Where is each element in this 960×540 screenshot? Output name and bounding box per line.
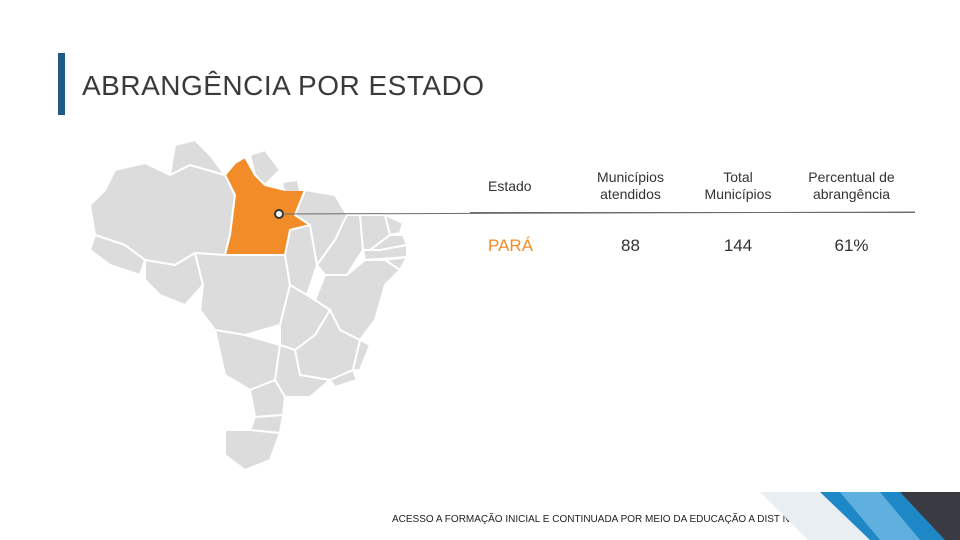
brazil-map bbox=[89, 139, 408, 471]
state-mato-grosso bbox=[194, 252, 291, 336]
state-roraima bbox=[169, 139, 226, 176]
state-espirito-santo bbox=[352, 339, 371, 371]
state-rondonia bbox=[144, 252, 204, 306]
table-header: Estado Municípios atendidos Total Municí… bbox=[470, 160, 915, 213]
page-title: ABRANGÊNCIA POR ESTADO bbox=[82, 70, 485, 101]
marajo-island bbox=[283, 181, 299, 191]
table-row: PARÁ 88 144 61% bbox=[470, 213, 915, 279]
coverage-table: Estado Municípios atendidos Total Municí… bbox=[470, 160, 915, 279]
state-acre bbox=[89, 234, 146, 276]
corner-decoration bbox=[760, 492, 960, 540]
location-marker bbox=[274, 209, 284, 219]
cell-percentual: 61% bbox=[834, 236, 869, 255]
state-pernambuco bbox=[362, 244, 408, 261]
header-estado: Estado bbox=[488, 177, 532, 194]
state-sao-paulo bbox=[274, 344, 331, 398]
cell-estado: PARÁ bbox=[488, 236, 534, 255]
header-municipios-atendidos: Municípios atendidos bbox=[597, 169, 664, 202]
footer-text: ACESSO A FORMAÇÃO INICIAL E CONTINUADA P… bbox=[392, 514, 807, 525]
header-total-municipios: Total Municípios bbox=[704, 169, 772, 202]
state-rio-grande-do-sul bbox=[224, 429, 281, 471]
title-accent-bar bbox=[58, 53, 65, 115]
state-parana bbox=[249, 379, 286, 418]
state-para-highlight bbox=[224, 156, 311, 256]
cell-municipios-atendidos: 88 bbox=[621, 236, 640, 255]
state-rio-grande-do-norte bbox=[384, 214, 404, 236]
cell-total-municipios: 144 bbox=[723, 236, 753, 255]
state-rio-de-janeiro bbox=[329, 369, 358, 388]
header-percentual: Percentual de abrangência bbox=[808, 169, 895, 202]
